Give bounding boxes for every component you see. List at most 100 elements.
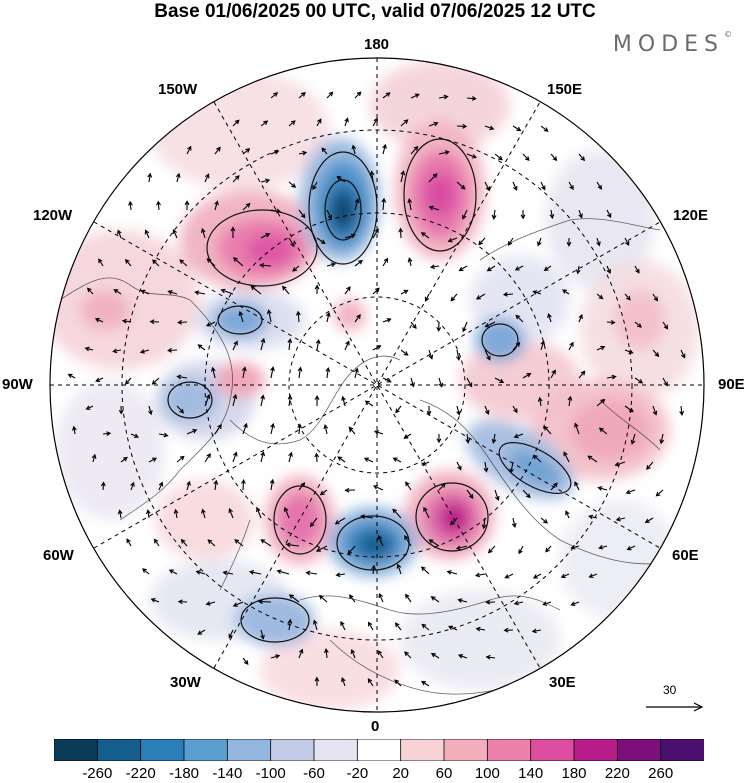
wind-vector: [494, 489, 500, 501]
wind-vector: [314, 394, 320, 407]
wind-vector: [566, 237, 572, 247]
lon-label-60e: 60E: [672, 547, 699, 564]
wind-vector: [410, 321, 417, 329]
wind-vector: [596, 398, 606, 407]
wind-vector: [117, 229, 122, 239]
wind-vector: [337, 456, 346, 463]
wind-vector: [341, 395, 346, 407]
wind-vector: [360, 514, 374, 520]
wind-vector: [540, 181, 546, 191]
wind-vector: [537, 396, 543, 407]
wind-vector: [319, 489, 328, 496]
wind-vector: [147, 172, 153, 183]
wind-vector: [382, 92, 391, 99]
wind-vector: [130, 433, 140, 438]
wind-vector: [515, 314, 524, 323]
wind-vector: [588, 573, 598, 579]
wind-vector: [410, 145, 419, 155]
wind-vector: [478, 237, 486, 246]
wind-vector: [545, 545, 552, 553]
wind-vector: [430, 596, 440, 603]
wind-vector: [287, 394, 293, 407]
wind-vector: [124, 377, 132, 385]
wind-vector: [457, 654, 468, 659]
wind-vector: [465, 433, 471, 444]
wind-vector: [484, 405, 490, 415]
wind-vector: [588, 514, 598, 520]
wind-vector: [315, 545, 328, 552]
wind-vector: [606, 319, 616, 325]
wind-vectors: [67, 91, 686, 687]
wind-vector: [172, 228, 178, 239]
wind-vector: [540, 517, 548, 524]
wind-vector: [260, 337, 266, 351]
wind-vector: [350, 648, 356, 659]
wind-vector: [574, 481, 580, 491]
wind-vector: [421, 680, 430, 687]
wind-vector: [634, 377, 644, 384]
lon-label-180: 180: [364, 36, 390, 53]
wind-vector: [563, 451, 570, 463]
wind-vector: [316, 237, 326, 245]
colorbar-swatch: [400, 738, 445, 762]
wind-vector: [369, 170, 375, 183]
wind-vector: [232, 257, 244, 267]
wind-vector: [344, 340, 350, 351]
wind-vector: [606, 265, 611, 274]
wind-vector: [204, 453, 211, 463]
wind-vector: [259, 262, 272, 268]
wind-vector: [514, 265, 524, 271]
wind-vector: [260, 539, 272, 547]
wind-vector: [194, 290, 206, 296]
wind-vector: [214, 424, 222, 435]
wind-vector: [382, 377, 392, 383]
wind-vector: [197, 344, 206, 351]
lon-label-60w: 60W: [43, 547, 74, 564]
wind-vector: [494, 377, 505, 383]
wind-vector: [575, 265, 581, 275]
wind-vector: [404, 651, 412, 659]
wind-vector: [494, 153, 503, 161]
wind-vector: [349, 594, 356, 603]
graticule: [50, 58, 704, 712]
wind-vector: [167, 290, 178, 295]
wind-vector: [624, 405, 634, 413]
wind-vector: [381, 197, 387, 211]
wind-vector: [292, 265, 300, 272]
wind-vector: [351, 144, 357, 155]
wind-vector: [232, 340, 238, 351]
wind-vector: [456, 123, 468, 129]
wind-vector: [455, 349, 461, 361]
wind-vector: [624, 349, 634, 354]
wind-vector: [326, 209, 333, 220]
wind-vector: [655, 489, 664, 497]
wind-vector: [428, 349, 434, 360]
wind-vector: [142, 568, 150, 575]
wind-vector: [532, 290, 542, 295]
wind-vector: [400, 289, 409, 295]
wind-vector: [186, 429, 198, 435]
wind-vector: [256, 506, 262, 519]
wind-vector: [522, 153, 530, 162]
lon-label-150w: 150W: [158, 81, 198, 98]
wind-vector: [532, 454, 542, 463]
wind-vector: [565, 510, 570, 519]
wind-vector: [377, 534, 384, 547]
colorbar-swatch: [660, 738, 705, 762]
reference-vector-arrow: [646, 702, 704, 712]
wind-vector: [348, 426, 356, 435]
colorbar-tick-label: 140: [518, 765, 544, 782]
wind-vector: [149, 319, 160, 325]
wind-vector: [662, 321, 669, 330]
wind-vector: [481, 517, 487, 530]
wind-vector: [512, 125, 522, 132]
wind-vector: [354, 259, 364, 267]
wind-vector: [484, 125, 495, 131]
wind-vector: [354, 198, 360, 211]
wind-vector: [377, 650, 384, 659]
wind-vector: [298, 482, 306, 491]
wind-vector: [148, 405, 153, 416]
colorbar-swatch: [226, 738, 272, 762]
wind-vector: [288, 181, 297, 188]
wind-vector: [325, 366, 331, 379]
